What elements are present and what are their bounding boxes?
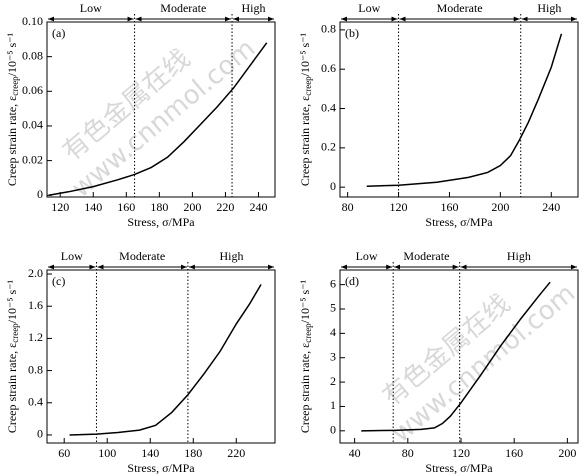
y-tick-label: 0.06 bbox=[22, 83, 43, 97]
y-tick-label: 0.04 bbox=[22, 118, 43, 132]
region-label: High bbox=[507, 249, 531, 263]
y-tick-label: 4 bbox=[330, 325, 336, 339]
x-tick-label: 40 bbox=[349, 446, 361, 460]
x-axis-label: Stress, σ/MPa bbox=[425, 461, 493, 475]
y-tick-label: 6 bbox=[330, 276, 336, 290]
y-tick-label: 0 bbox=[37, 187, 43, 201]
region-label: Low bbox=[356, 249, 378, 263]
x-axis-label: Stress, σ/MPa bbox=[127, 215, 195, 229]
region-label: Low bbox=[358, 1, 380, 15]
x-tick-label: 120 bbox=[390, 200, 408, 214]
x-tick-label: 240 bbox=[249, 200, 267, 214]
plot-frame bbox=[339, 21, 579, 198]
x-tick-label: 80 bbox=[402, 446, 414, 460]
y-tick-label: 0.6 bbox=[321, 61, 336, 75]
y-tick-label: 0 bbox=[330, 179, 336, 193]
x-tick-label: 180 bbox=[184, 446, 202, 460]
plot-frame bbox=[46, 269, 276, 444]
x-tick-label: 200 bbox=[558, 446, 576, 460]
y-axis-label-text: Creep strain rate, ε bbox=[298, 343, 312, 433]
panel-label: (c) bbox=[52, 274, 65, 288]
x-axis-label: Stress, σ/MPa bbox=[127, 461, 195, 475]
region-label: Low bbox=[61, 249, 83, 263]
x-tick-label: 200 bbox=[183, 200, 201, 214]
x-tick-label: 140 bbox=[84, 200, 102, 214]
y-tick-label: 0 bbox=[330, 423, 336, 437]
region-label: High bbox=[242, 1, 266, 15]
y-tick-label: 1.6 bbox=[28, 298, 43, 312]
region-label: Low bbox=[80, 1, 102, 15]
y-tick-label: 0.8 bbox=[321, 22, 336, 36]
x-tick-label: 80 bbox=[342, 200, 354, 214]
y-axis-label-text: Creep strain rate, ε bbox=[5, 96, 19, 186]
y-axis-label-sub: creep bbox=[10, 323, 20, 343]
y-axis-label-rest: /10⁻⁵ s⁻¹ bbox=[5, 32, 19, 76]
x-tick-label: 120 bbox=[51, 200, 69, 214]
panel-label: (d) bbox=[345, 274, 359, 288]
region-label: Moderate bbox=[160, 1, 206, 15]
y-tick-label: 0.08 bbox=[22, 48, 43, 62]
x-tick-label: 140 bbox=[141, 446, 159, 460]
y-tick-label: 0.8 bbox=[28, 362, 43, 376]
y-axis-label-sub: creep bbox=[303, 323, 313, 343]
curve bbox=[366, 33, 563, 187]
y-tick-label: 0 bbox=[37, 427, 43, 441]
curve bbox=[69, 284, 262, 436]
x-tick-label: 100 bbox=[98, 446, 116, 460]
y-axis-label: Creep strain rate, εcreep/10⁻⁵ s⁻¹ bbox=[5, 279, 20, 433]
y-tick-label: 3 bbox=[330, 349, 336, 363]
x-tick-label: 160 bbox=[117, 200, 135, 214]
x-tick-label: 180 bbox=[150, 200, 168, 214]
panel-label: (b) bbox=[345, 26, 359, 40]
y-tick-label: 2 bbox=[330, 374, 336, 388]
region-label: Moderate bbox=[437, 1, 483, 15]
y-axis-label-text: Creep strain rate, ε bbox=[298, 96, 312, 186]
region-label: Moderate bbox=[403, 249, 449, 263]
x-tick-label: 220 bbox=[227, 446, 245, 460]
x-tick-label: 240 bbox=[542, 200, 560, 214]
y-axis-label: Creep strain rate, εcreep/10⁻⁵ s⁻¹ bbox=[298, 279, 313, 433]
y-axis-label-rest: /10⁻⁵ s⁻¹ bbox=[298, 279, 312, 323]
x-tick-label: 60 bbox=[58, 446, 70, 460]
x-tick-label: 220 bbox=[216, 200, 234, 214]
y-tick-label: 5 bbox=[330, 301, 336, 315]
y-tick-label: 1 bbox=[330, 398, 336, 412]
y-axis-label-text: Creep strain rate, ε bbox=[5, 343, 19, 433]
y-tick-label: 0.02 bbox=[22, 152, 43, 166]
y-tick-label: 0.10 bbox=[22, 14, 43, 28]
plot-frame bbox=[46, 21, 276, 198]
y-axis-label: Creep strain rate, εcreep/10⁻⁵ s⁻¹ bbox=[5, 32, 20, 186]
x-tick-label: 200 bbox=[491, 200, 509, 214]
y-tick-label: 2.0 bbox=[28, 266, 43, 280]
y-axis-label-sub: creep bbox=[303, 76, 313, 96]
y-tick-label: 0.4 bbox=[28, 395, 43, 409]
y-tick-label: 0.2 bbox=[321, 140, 336, 154]
y-axis-label-sub: creep bbox=[10, 76, 20, 96]
region-label: High bbox=[219, 249, 243, 263]
y-tick-label: 1.2 bbox=[28, 330, 43, 344]
region-label: Moderate bbox=[119, 249, 165, 263]
curve bbox=[48, 42, 268, 197]
y-tick-label: 0.4 bbox=[321, 100, 336, 114]
x-tick-label: 160 bbox=[440, 200, 458, 214]
curve bbox=[361, 281, 551, 432]
x-tick-label: 160 bbox=[505, 446, 523, 460]
panel-label: (a) bbox=[52, 26, 65, 40]
region-label: High bbox=[537, 1, 561, 15]
y-axis-label-rest: /10⁻⁵ s⁻¹ bbox=[298, 32, 312, 76]
plot-frame bbox=[339, 269, 579, 444]
y-axis-label-rest: /10⁻⁵ s⁻¹ bbox=[5, 279, 19, 323]
x-tick-label: 120 bbox=[452, 446, 470, 460]
x-axis-label: Stress, σ/MPa bbox=[425, 215, 493, 229]
y-axis-label: Creep strain rate, εcreep/10⁻⁵ s⁻¹ bbox=[298, 32, 313, 186]
